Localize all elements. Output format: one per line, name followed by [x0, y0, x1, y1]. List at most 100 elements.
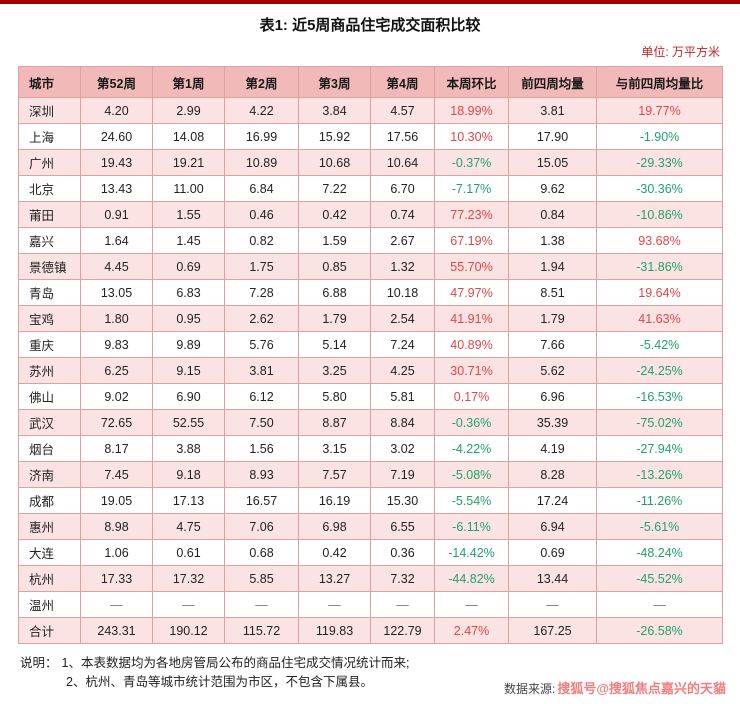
value-cell: 13.27 [298, 565, 371, 592]
value-cell: 6.90 [152, 383, 225, 410]
value-cell: 16.57 [224, 487, 299, 514]
value-cell: 18.99% [434, 97, 509, 124]
table-row: 温州 — — — — — — — — [18, 591, 723, 618]
city-cell: 武汉 [18, 409, 81, 436]
column-header: 与前四周均量比 [596, 66, 723, 98]
city-cell: 杭州 [18, 565, 81, 592]
value-cell: 93.68% [596, 227, 723, 254]
value-cell: 13.43 [80, 175, 153, 202]
value-cell: 19.43 [80, 149, 153, 176]
value-cell: 0.36 [370, 539, 435, 566]
value-cell: 8.93 [224, 461, 299, 488]
value-cell: 9.62 [508, 175, 597, 202]
value-cell: 9.18 [152, 461, 225, 488]
value-cell: 1.64 [80, 227, 153, 254]
notes-label: 说明： [20, 656, 58, 670]
value-cell: 6.88 [298, 279, 371, 306]
value-cell: 0.42 [298, 539, 371, 566]
value-cell: -75.02% [596, 409, 723, 436]
value-cell: 17.24 [508, 487, 597, 514]
table-row: 深圳 4.20 2.99 4.22 3.84 4.57 18.99% 3.81 19.77% [18, 97, 723, 124]
value-cell: 7.24 [370, 331, 435, 358]
value-cell: 17.56 [370, 123, 435, 150]
value-cell: -44.82% [434, 565, 509, 592]
value-cell: 8.84 [370, 409, 435, 436]
value-cell: 4.20 [80, 97, 153, 124]
value-cell: -4.22% [434, 435, 509, 462]
table-row: 宝鸡 1.80 0.95 2.62 1.79 2.54 41.91% 1.79 41.63% [18, 305, 723, 332]
city-cell: 北京 [18, 175, 81, 202]
value-cell: 0.91 [80, 201, 153, 228]
value-cell: -0.37% [434, 149, 509, 176]
column-header: 前四周均量 [508, 66, 597, 98]
value-cell: 11.00 [152, 175, 225, 202]
header-row: 城市 第52周 第1周 第2周 第3周 第4周 本周环比 前四周均量 与前四周均量比 [18, 66, 723, 98]
value-cell: -0.36% [434, 409, 509, 436]
value-cell: 6.83 [152, 279, 225, 306]
value-cell: 8.51 [508, 279, 597, 306]
value-cell: -31.86% [596, 253, 723, 280]
value-cell: 7.06 [224, 513, 299, 540]
value-cell: 10.89 [224, 149, 299, 176]
value-cell: 6.96 [508, 383, 597, 410]
top-rule [0, 0, 740, 4]
value-cell: 8.28 [508, 461, 597, 488]
table-row: 烟台 8.17 3.88 1.56 3.15 3.02 -4.22% 4.19 -27.94% [18, 435, 723, 462]
value-cell: 2.47% [434, 617, 509, 644]
value-cell: 6.55 [370, 513, 435, 540]
value-cell: 5.76 [224, 331, 299, 358]
value-cell: 0.46 [224, 201, 299, 228]
value-cell: -7.17% [434, 175, 509, 202]
value-cell: 2.54 [370, 305, 435, 332]
value-cell: -11.26% [596, 487, 723, 514]
value-cell: 9.83 [80, 331, 153, 358]
value-cell: 10.18 [370, 279, 435, 306]
value-cell: 6.70 [370, 175, 435, 202]
table-row: 景德镇 4.45 0.69 1.75 0.85 1.32 55.70% 1.94 -31.86% [18, 253, 723, 280]
value-cell: 7.50 [224, 409, 299, 436]
column-header: 城市 [18, 66, 81, 98]
table-title: 表1: 近5周商品住宅成交面积比较 [259, 17, 481, 34]
value-cell: 7.66 [508, 331, 597, 358]
value-cell: -6.11% [434, 513, 509, 540]
value-cell: 7.19 [370, 461, 435, 488]
value-cell: 5.14 [298, 331, 371, 358]
city-cell: 景德镇 [18, 253, 81, 280]
value-cell: 14.08 [152, 123, 225, 150]
value-cell: -27.94% [596, 435, 723, 462]
value-cell: 19.21 [152, 149, 225, 176]
city-cell: 佛山 [18, 383, 81, 410]
value-cell: 9.15 [152, 357, 225, 384]
value-cell: 8.87 [298, 409, 371, 436]
value-cell: 15.05 [508, 149, 597, 176]
value-cell: 4.22 [224, 97, 299, 124]
value-cell: 4.75 [152, 513, 225, 540]
value-cell: — [434, 591, 509, 618]
value-cell: 1.80 [80, 305, 153, 332]
value-cell: -5.54% [434, 487, 509, 514]
value-cell: 4.45 [80, 253, 153, 280]
value-cell: 115.72 [224, 617, 299, 644]
value-cell: — [224, 591, 299, 618]
value-cell: 6.12 [224, 383, 299, 410]
table-row: 惠州 8.98 4.75 7.06 6.98 6.55 -6.11% 6.94 -5.61% [18, 513, 723, 540]
column-header: 第2周 [224, 66, 299, 98]
value-cell: 119.83 [298, 617, 371, 644]
value-cell: 17.90 [508, 123, 597, 150]
value-cell: 7.22 [298, 175, 371, 202]
value-cell: 6.25 [80, 357, 153, 384]
table-body: 深圳 4.20 2.99 4.22 3.84 4.57 18.99% 3.81 19.77% 上海… [18, 97, 723, 644]
value-cell: 1.94 [508, 253, 597, 280]
value-cell: 52.55 [152, 409, 225, 436]
value-cell: 10.30% [434, 123, 509, 150]
value-cell: 1.06 [80, 539, 153, 566]
value-cell: 41.91% [434, 305, 509, 332]
value-cell: 0.69 [152, 253, 225, 280]
value-cell: 19.05 [80, 487, 153, 514]
value-cell: 40.89% [434, 331, 509, 358]
value-cell: 41.63% [596, 305, 723, 332]
value-cell: 1.45 [152, 227, 225, 254]
value-cell: 190.12 [152, 617, 225, 644]
city-cell: 莆田 [18, 201, 81, 228]
value-cell: -29.33% [596, 149, 723, 176]
